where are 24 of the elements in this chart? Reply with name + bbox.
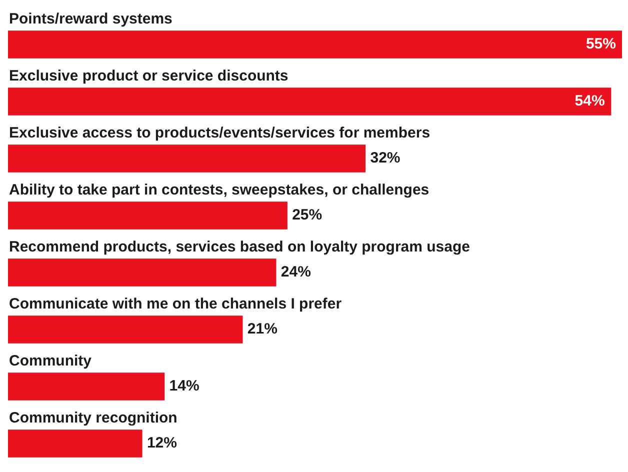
- data-label: 12%: [146, 434, 177, 452]
- y-tick-label: Communicate with me on the channels I prefer: [9, 296, 342, 313]
- data-label: 14%: [169, 378, 200, 395]
- y-tick-label: Community recognition: [9, 410, 178, 427]
- y-tick-label: Exclusive access to products/events/services for members: [9, 124, 430, 142]
- bar: [8, 430, 142, 458]
- data-label: 55%: [586, 36, 616, 53]
- data-label: 32%: [370, 150, 400, 167]
- y-tick-label: Community: [9, 352, 92, 370]
- y-tick-label: Ability to take part in contests, sweepstakes, or challenges: [9, 182, 430, 199]
- y-tick-label: Points/reward systems: [9, 10, 172, 28]
- data-label: 54%: [574, 92, 605, 110]
- bar: [8, 88, 612, 116]
- bar: [8, 144, 366, 172]
- data-label: 21%: [247, 320, 278, 338]
- y-tick-label: Recommend products, services based on loyalty program usage: [9, 238, 470, 256]
- bar: [8, 258, 276, 286]
- bar: [8, 372, 165, 400]
- bar: [8, 202, 288, 230]
- bar: [8, 30, 622, 58]
- bar: [8, 316, 243, 344]
- data-label: 25%: [292, 206, 322, 224]
- y-tick-label: Exclusive product or service discounts: [9, 68, 288, 85]
- data-label: 24%: [280, 264, 311, 281]
